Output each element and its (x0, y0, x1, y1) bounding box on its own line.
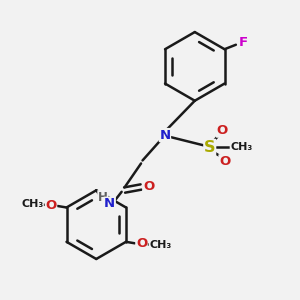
Text: CH₃: CH₃ (230, 142, 253, 152)
Text: H: H (98, 191, 108, 204)
Text: O: O (45, 199, 57, 212)
Text: F: F (238, 36, 247, 49)
Text: N: N (104, 197, 115, 210)
Text: CH₃: CH₃ (21, 199, 43, 209)
Text: N: N (159, 129, 170, 142)
Text: CH₃: CH₃ (149, 240, 172, 250)
Text: S: S (204, 140, 215, 154)
Text: O: O (136, 237, 147, 250)
Text: O: O (217, 124, 228, 137)
Text: O: O (143, 180, 154, 193)
Text: O: O (219, 155, 230, 168)
